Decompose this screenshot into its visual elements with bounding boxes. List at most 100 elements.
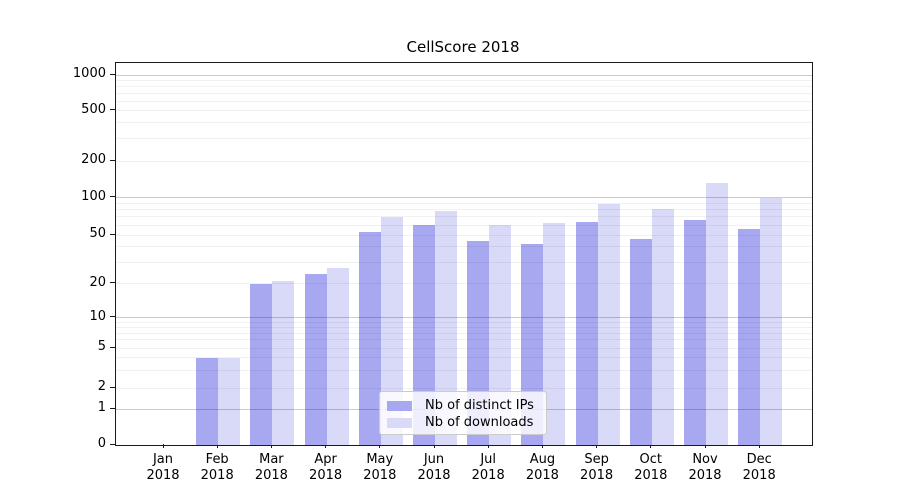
x-tick-year: 2018 — [525, 468, 559, 483]
gridline-minor — [116, 321, 812, 323]
y-tick-mark — [110, 386, 115, 388]
gridline-minor — [116, 100, 812, 102]
y-tick-label: 10 — [89, 308, 106, 324]
gridline-minor — [116, 261, 812, 263]
x-tick-month: Feb — [205, 452, 229, 467]
x-tick-year: 2018 — [200, 468, 234, 483]
x-tick-label: Dec 2018 — [731, 452, 787, 484]
x-tick-label: Oct 2018 — [623, 452, 679, 484]
grid-layer — [116, 63, 812, 445]
legend-item-distinct-ips: Nb of distinct IPs — [387, 397, 546, 414]
x-tick-mark — [433, 444, 435, 448]
x-tick-mark — [487, 444, 489, 448]
y-tick-mark — [110, 233, 115, 235]
chart-title: CellScore 2018 — [406, 38, 520, 56]
bar-downloads — [272, 280, 295, 445]
x-tick-year: 2018 — [417, 468, 451, 483]
x-tick-year: 2018 — [363, 468, 397, 483]
gridline-minor — [116, 283, 812, 284]
gridline-minor — [116, 138, 812, 140]
y-tick-mark — [110, 346, 115, 348]
y-tick-mark — [110, 196, 115, 197]
y-tick-mark — [110, 159, 115, 161]
legend-swatch-distinct-ips — [387, 400, 412, 411]
gridline-minor — [116, 332, 812, 334]
x-tick-label: Sep 2018 — [569, 452, 625, 484]
y-tick-mark — [110, 316, 115, 317]
bar-distinct-ips — [684, 219, 706, 445]
gridline-minor — [116, 224, 812, 226]
bar-downloads — [218, 357, 241, 445]
y-tick-label: 5 — [97, 339, 106, 354]
x-tick-label: Mar 2018 — [243, 452, 299, 484]
gridline-minor — [116, 85, 812, 87]
x-tick-label: Jan 2018 — [135, 452, 191, 484]
bar-downloads — [760, 197, 783, 445]
y-tick-mark — [110, 109, 115, 110]
bar-downloads — [326, 267, 349, 445]
x-tick-month: Aug — [529, 452, 556, 467]
x-tick-year: 2018 — [146, 468, 180, 483]
legend-item-downloads: Nb of downloads — [387, 414, 546, 431]
bar-distinct-ips — [304, 273, 327, 445]
x-tick-month: May — [366, 452, 394, 467]
bar-distinct-ips — [358, 231, 381, 445]
bar-downloads — [543, 223, 566, 445]
x-tick-mark — [704, 444, 706, 448]
x-tick-label: Feb 2018 — [189, 452, 245, 484]
x-tick-mark — [596, 444, 598, 448]
y-tick-label: 200 — [81, 152, 106, 167]
y-tick-label: 50 — [89, 226, 106, 241]
y-tick-label: 2 — [97, 379, 106, 394]
x-tick-label: Jun 2018 — [406, 452, 462, 484]
gridline-minor — [116, 339, 812, 341]
y-tick-mark — [110, 407, 115, 409]
x-tick-label: Aug 2018 — [514, 452, 570, 484]
x-tick-year: 2018 — [688, 468, 722, 483]
x-tick-month: Jun — [423, 452, 445, 467]
bar-downloads — [380, 216, 403, 445]
x-tick-year: 2018 — [634, 468, 668, 483]
y-tick-mark — [110, 282, 115, 283]
x-tick-year: 2018 — [254, 468, 288, 483]
bar-downloads — [651, 208, 674, 445]
bar-distinct-ips — [738, 228, 761, 445]
x-tick-label: May 2018 — [352, 452, 408, 484]
x-tick-mark — [162, 444, 164, 448]
gridline-minor — [116, 357, 812, 359]
gridline-minor — [116, 92, 812, 94]
gridline-minor — [116, 216, 812, 218]
y-tick-label: 20 — [89, 274, 106, 290]
y-tick-label: 0 — [97, 436, 106, 451]
gridline-major — [116, 317, 812, 318]
bar-downloads — [706, 182, 728, 445]
gridline-major — [116, 197, 812, 198]
gridline-minor — [116, 209, 812, 211]
gridline-minor — [116, 79, 812, 81]
x-tick-mark — [325, 444, 327, 448]
y-tick-label: 1000 — [72, 66, 106, 81]
gridline-minor — [116, 122, 812, 124]
x-tick-label: Jul 2018 — [460, 452, 516, 484]
plot-area: Nb of distinct IPs Nb of downloads — [115, 62, 813, 446]
gridline-minor — [116, 246, 812, 248]
bar-distinct-ips — [575, 221, 598, 445]
gridline-minor — [116, 160, 812, 162]
y-tick-mark — [110, 73, 115, 75]
gridline-major — [116, 74, 812, 76]
gridline-minor — [116, 347, 812, 349]
x-tick-month: Dec — [746, 452, 772, 467]
legend-swatch-downloads — [387, 417, 412, 428]
gridline-minor — [116, 326, 812, 328]
legend: Nb of distinct IPs Nb of downloads — [379, 391, 547, 435]
legend-label-downloads: Nb of downloads — [425, 415, 534, 430]
x-tick-year: 2018 — [580, 468, 614, 483]
x-tick-mark — [270, 444, 272, 448]
bar-distinct-ips — [196, 357, 219, 445]
x-tick-mark — [650, 444, 652, 448]
bar-downloads — [489, 225, 512, 445]
x-tick-month: Jan — [152, 452, 174, 467]
y-tick-mark — [110, 443, 115, 445]
bar-downloads — [435, 210, 457, 445]
